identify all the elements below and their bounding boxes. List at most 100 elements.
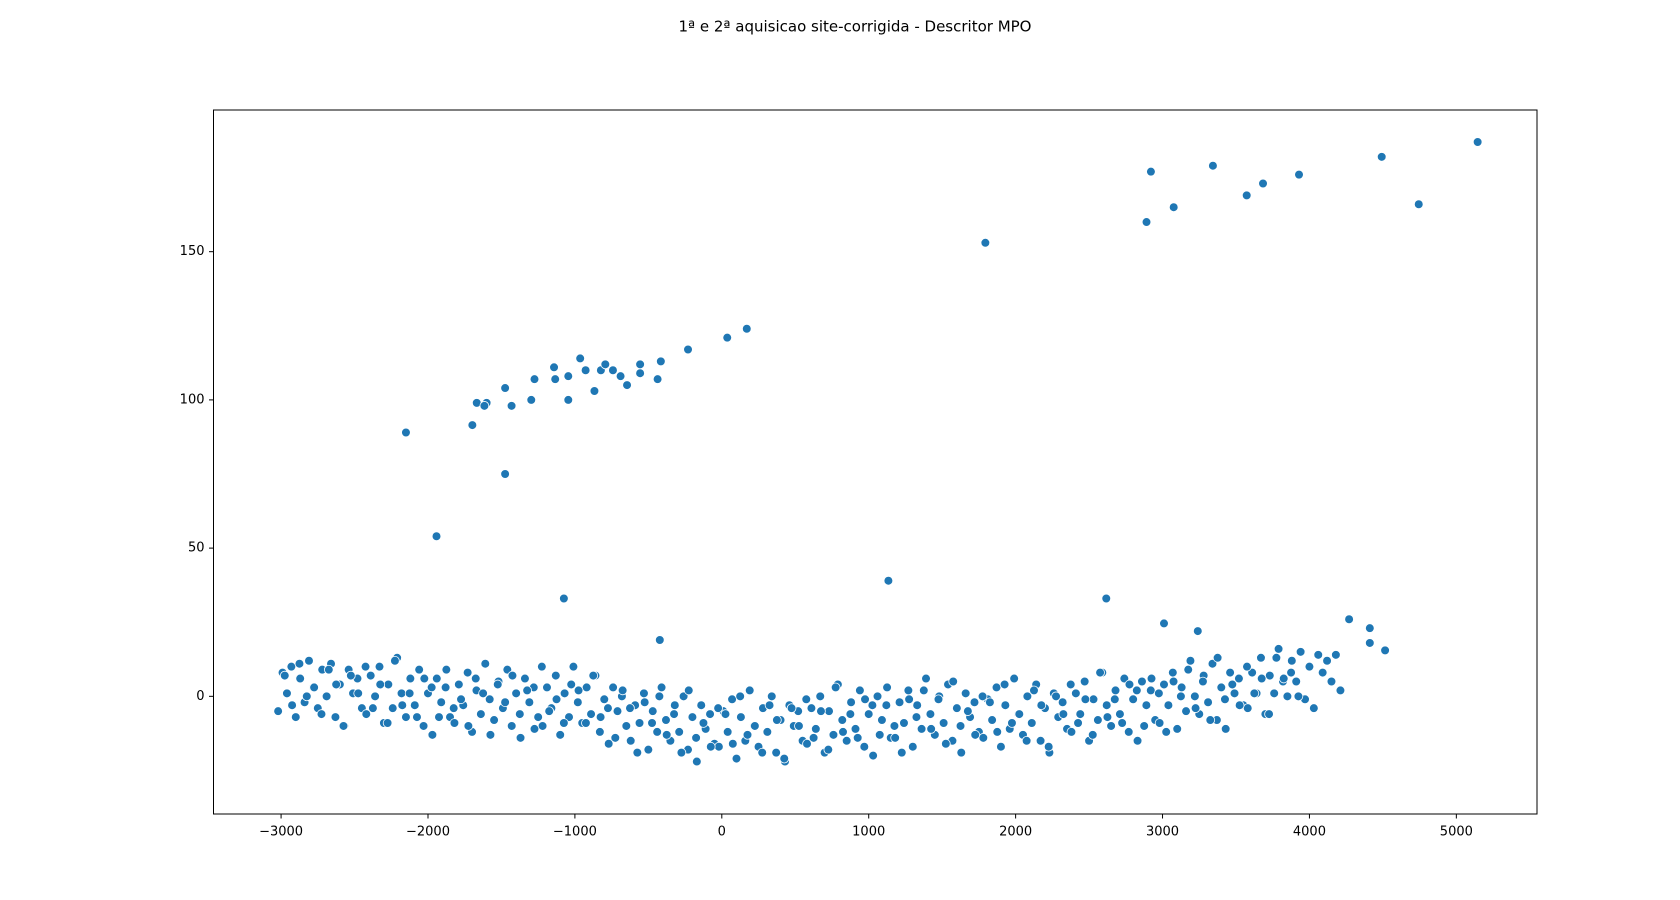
point bbox=[1132, 685, 1142, 696]
point bbox=[301, 691, 312, 702]
point bbox=[294, 658, 305, 669]
x-tick-label: 3000 bbox=[1146, 825, 1179, 840]
point bbox=[1021, 735, 1032, 746]
y-tick-label: 50 bbox=[188, 541, 205, 556]
point bbox=[779, 753, 790, 764]
point bbox=[830, 682, 841, 693]
point bbox=[1220, 694, 1230, 705]
point bbox=[1075, 709, 1086, 719]
point bbox=[1176, 682, 1187, 693]
point bbox=[622, 380, 632, 390]
point bbox=[625, 703, 635, 713]
point bbox=[1183, 664, 1194, 675]
plot-frame bbox=[213, 109, 1538, 815]
point bbox=[507, 670, 518, 681]
point bbox=[860, 694, 870, 705]
x-tick-label: −3000 bbox=[259, 825, 303, 840]
point bbox=[883, 575, 894, 586]
point bbox=[316, 709, 327, 719]
y-tick-label: 100 bbox=[180, 392, 205, 407]
point bbox=[401, 427, 411, 438]
point bbox=[1101, 700, 1112, 711]
point bbox=[1264, 670, 1275, 681]
point bbox=[969, 697, 980, 708]
point bbox=[635, 368, 645, 379]
point bbox=[537, 721, 548, 731]
point bbox=[838, 727, 848, 737]
point bbox=[1014, 709, 1025, 719]
point bbox=[360, 661, 371, 672]
point bbox=[1123, 727, 1134, 737]
point bbox=[1413, 199, 1424, 210]
point bbox=[549, 362, 559, 373]
point bbox=[1073, 718, 1083, 728]
point bbox=[489, 715, 499, 725]
point bbox=[533, 712, 543, 722]
point bbox=[383, 679, 394, 690]
point bbox=[846, 697, 856, 708]
point bbox=[705, 709, 715, 719]
point bbox=[1095, 667, 1105, 678]
chart-title: 1ª e 2ª aquisicao site-corrigida - Descr… bbox=[679, 18, 1032, 36]
point bbox=[500, 697, 510, 708]
point bbox=[808, 733, 819, 743]
point bbox=[1007, 718, 1017, 728]
point bbox=[338, 721, 349, 731]
point bbox=[1269, 688, 1279, 699]
point bbox=[816, 706, 826, 716]
point bbox=[656, 682, 667, 693]
point bbox=[1080, 694, 1091, 705]
point bbox=[661, 715, 671, 725]
point bbox=[1141, 217, 1152, 227]
point bbox=[1225, 667, 1235, 678]
point bbox=[736, 712, 746, 722]
point bbox=[727, 694, 737, 705]
point bbox=[1282, 691, 1293, 702]
point bbox=[762, 727, 773, 737]
point bbox=[1145, 685, 1156, 696]
point bbox=[978, 733, 989, 743]
point bbox=[863, 709, 874, 719]
point bbox=[676, 747, 687, 758]
point bbox=[1234, 700, 1245, 711]
point bbox=[714, 741, 724, 752]
point bbox=[894, 697, 905, 708]
point bbox=[370, 691, 380, 702]
point bbox=[1137, 676, 1147, 687]
point bbox=[889, 721, 900, 731]
point bbox=[1168, 667, 1178, 678]
point bbox=[414, 664, 424, 675]
point bbox=[632, 747, 643, 758]
point bbox=[698, 718, 709, 728]
point bbox=[573, 697, 583, 708]
point bbox=[467, 420, 478, 430]
point bbox=[529, 724, 540, 734]
point bbox=[615, 371, 626, 381]
point bbox=[1256, 652, 1266, 663]
point bbox=[1088, 694, 1099, 705]
point bbox=[368, 703, 378, 713]
point bbox=[933, 694, 944, 705]
point bbox=[1065, 679, 1076, 690]
point bbox=[1365, 638, 1375, 648]
point bbox=[559, 593, 569, 604]
point bbox=[617, 685, 628, 696]
point bbox=[1304, 661, 1315, 672]
point bbox=[1176, 691, 1186, 702]
point bbox=[397, 700, 408, 711]
point bbox=[824, 706, 834, 716]
point bbox=[563, 395, 574, 405]
point bbox=[1271, 652, 1282, 663]
point bbox=[524, 697, 535, 708]
point bbox=[1026, 718, 1037, 728]
point bbox=[586, 709, 596, 719]
point bbox=[899, 718, 909, 728]
point bbox=[1212, 652, 1223, 663]
point bbox=[295, 673, 305, 684]
point bbox=[441, 664, 452, 675]
point bbox=[674, 727, 685, 737]
point bbox=[1057, 697, 1068, 708]
point bbox=[419, 673, 430, 684]
point bbox=[544, 706, 554, 716]
point bbox=[434, 712, 444, 722]
